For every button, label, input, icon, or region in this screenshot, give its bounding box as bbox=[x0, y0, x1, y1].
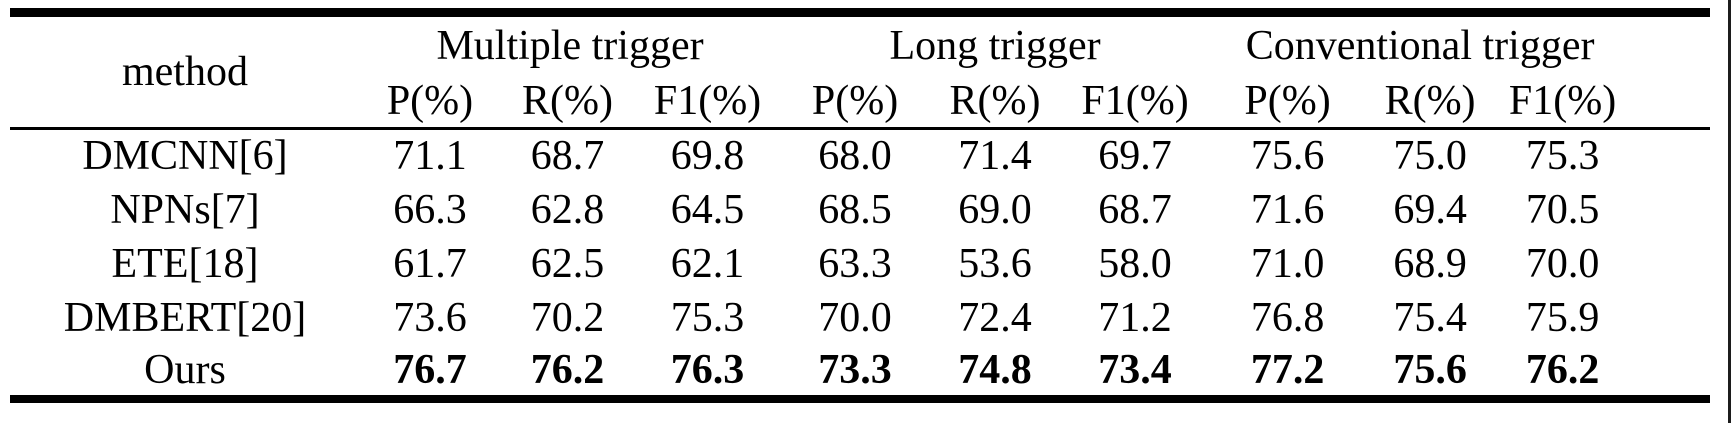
value-cell: 70.5 bbox=[1525, 186, 1600, 233]
metric-header-p: P(%) bbox=[360, 75, 500, 130]
spacer-cell bbox=[1630, 291, 1710, 345]
metric-header-f1: F1(%) bbox=[1495, 75, 1631, 130]
value-cell: 63.3 bbox=[818, 240, 892, 287]
value-cell: 69.0 bbox=[958, 186, 1032, 233]
method-cell: NPNs[7] bbox=[110, 186, 260, 233]
value-cell: 70.0 bbox=[818, 294, 892, 341]
value-cell: 76.2 bbox=[1525, 346, 1600, 393]
spacer-column bbox=[1630, 12, 1711, 130]
value-cell: 76.2 bbox=[530, 346, 605, 393]
value-cell: 76.3 bbox=[670, 346, 745, 393]
group-header-row: method Multiple trigger Long trigger Con… bbox=[10, 12, 1711, 130]
value-cell: 58.0 bbox=[1098, 240, 1172, 287]
spacer-cell bbox=[1630, 129, 1710, 183]
value-cell: 62.5 bbox=[530, 240, 605, 287]
value-cell: 68.7 bbox=[1098, 186, 1172, 233]
value-cell: 75.3 bbox=[1525, 133, 1600, 180]
method-cell: ETE[18] bbox=[111, 240, 259, 287]
value-cell: 75.6 bbox=[1393, 346, 1467, 393]
method-cell: Ours bbox=[144, 346, 226, 393]
value-cell: 68.7 bbox=[530, 133, 605, 180]
metric-header-f1: F1(%) bbox=[1060, 75, 1211, 130]
metric-header-p: P(%) bbox=[1210, 75, 1366, 130]
value-cell: 68.0 bbox=[818, 133, 892, 180]
value-cell: 62.1 bbox=[670, 240, 745, 287]
spacer-cell bbox=[1630, 183, 1710, 237]
table-row: DMCNN[6] 71.1 68.7 69.8 68.0 71.4 69.7 7… bbox=[10, 129, 1710, 183]
value-cell: 74.8 bbox=[958, 346, 1032, 393]
value-cell: 72.4 bbox=[958, 294, 1032, 341]
method-column-header: method bbox=[10, 12, 360, 130]
value-cell: 73.3 bbox=[818, 346, 892, 393]
value-cell: 66.3 bbox=[393, 186, 467, 233]
metric-header-r: R(%) bbox=[500, 75, 635, 130]
group-header-long-trigger: Long trigger bbox=[889, 23, 1101, 69]
value-cell: 64.5 bbox=[670, 186, 745, 233]
value-cell: 75.9 bbox=[1525, 294, 1600, 341]
value-cell: 68.9 bbox=[1393, 240, 1467, 287]
value-cell: 73.6 bbox=[393, 294, 467, 341]
value-cell: 62.8 bbox=[530, 186, 605, 233]
value-cell: 71.2 bbox=[1098, 294, 1172, 341]
table-header: method Multiple trigger Long trigger Con… bbox=[10, 12, 1711, 130]
table-row: ETE[18] 61.7 62.5 62.1 63.3 53.6 58.0 71… bbox=[10, 237, 1710, 291]
metric-header-p: P(%) bbox=[780, 75, 931, 130]
value-cell: 75.0 bbox=[1393, 133, 1467, 180]
table-row-ours: Ours 76.7 76.2 76.3 73.3 74.8 73.4 77.2 … bbox=[10, 345, 1710, 399]
value-cell: 61.7 bbox=[393, 240, 467, 287]
page-edge-line bbox=[1728, 0, 1731, 423]
value-cell: 70.0 bbox=[1525, 240, 1600, 287]
table-row: DMBERT[20] 73.6 70.2 75.3 70.0 72.4 71.2… bbox=[10, 291, 1710, 345]
table-row: NPNs[7] 66.3 62.8 64.5 68.5 69.0 68.7 71… bbox=[10, 183, 1710, 237]
method-cell: DMCNN[6] bbox=[82, 133, 288, 180]
value-cell: 75.6 bbox=[1250, 133, 1325, 180]
method-cell: DMBERT[20] bbox=[63, 294, 307, 341]
value-cell: 71.6 bbox=[1250, 186, 1325, 233]
metric-header-row: P(%) R(%) F1(%) P(%) R(%) F1(%) P(%) R(%… bbox=[10, 75, 1710, 130]
value-cell: 71.1 bbox=[393, 133, 467, 180]
group-header-multiple-trigger: Multiple trigger bbox=[436, 23, 704, 69]
value-cell: 69.7 bbox=[1098, 133, 1172, 180]
results-table: method Multiple trigger Long trigger Con… bbox=[10, 8, 1711, 403]
value-cell: 69.4 bbox=[1393, 186, 1467, 233]
group-header-conventional-trigger: Conventional trigger bbox=[1245, 23, 1595, 69]
value-cell: 71.4 bbox=[958, 133, 1032, 180]
value-cell: 75.4 bbox=[1393, 294, 1467, 341]
value-cell: 71.0 bbox=[1250, 240, 1325, 287]
value-cell: 76.8 bbox=[1250, 294, 1325, 341]
metric-header-f1: F1(%) bbox=[635, 75, 781, 130]
table-body: DMCNN[6] 71.1 68.7 69.8 68.0 71.4 69.7 7… bbox=[10, 129, 1710, 399]
value-cell: 73.4 bbox=[1098, 346, 1172, 393]
value-cell: 77.2 bbox=[1250, 346, 1325, 393]
spacer-cell bbox=[1630, 345, 1710, 399]
value-cell: 53.6 bbox=[958, 240, 1032, 287]
spacer-cell bbox=[1630, 237, 1710, 291]
value-cell: 75.3 bbox=[670, 294, 745, 341]
value-cell: 68.5 bbox=[818, 186, 892, 233]
value-cell: 70.2 bbox=[530, 294, 605, 341]
value-cell: 69.8 bbox=[670, 133, 745, 180]
value-cell: 76.7 bbox=[393, 346, 467, 393]
metric-header-r: R(%) bbox=[930, 75, 1061, 130]
metric-header-r: R(%) bbox=[1365, 75, 1496, 130]
